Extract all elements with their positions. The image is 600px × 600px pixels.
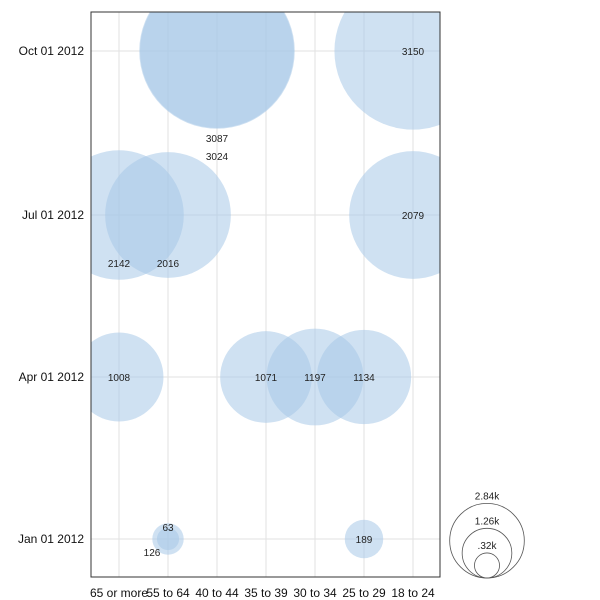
bubble-label: 1071 [255, 373, 278, 384]
bubble-label: 3087 [206, 134, 229, 145]
y-tick-label: Jul 01 2012 [22, 208, 84, 222]
bubble [316, 329, 412, 425]
x-tick-label: 55 to 64 [146, 586, 190, 600]
size-legend: 2.84k 1.26k .32k [449, 491, 525, 579]
bubble-label: 2142 [108, 259, 131, 270]
x-tick-label: 40 to 44 [195, 586, 239, 600]
bubble-label: 189 [356, 535, 373, 546]
y-tick-label: Apr 01 2012 [19, 370, 85, 384]
x-tick-label: 18 to 24 [391, 586, 435, 600]
bubble [105, 152, 231, 278]
bubble-label: 3024 [206, 152, 229, 163]
bubble [91, 332, 164, 422]
bubble-label: 126 [144, 548, 161, 559]
x-tick-label: 35 to 39 [244, 586, 288, 600]
y-tick-label: Jan 01 2012 [18, 532, 84, 546]
y-tick-label: Oct 01 2012 [19, 44, 85, 58]
legend-label: 1.26k [475, 516, 500, 527]
bubble-labels: 3087 3024 3150 2142 2016 2079 1008 1071 1197 1134… [108, 47, 425, 559]
bubble-label: 1197 [304, 373, 326, 384]
x-tick-label: 25 to 29 [342, 586, 386, 600]
bubble-label: 3150 [402, 47, 425, 58]
legend-circle [474, 552, 500, 579]
bubbles [91, 12, 440, 559]
y-axis-ticks: Jan 01 2012 Apr 01 2012 Jul 01 2012 Oct 01 … [18, 44, 84, 546]
x-tick-label: 65 or more [90, 586, 148, 600]
bubble-label: 2016 [157, 259, 180, 270]
x-tick-label: 30 to 34 [293, 586, 337, 600]
bubble [334, 12, 440, 130]
plot-frame [90, 11, 441, 578]
bubble-label: 1134 [353, 373, 375, 384]
bubble [152, 523, 184, 555]
legend-label: .32k [478, 541, 498, 552]
bubble-label: 63 [162, 523, 174, 534]
legend-label: 2.84k [475, 491, 500, 502]
bubble [349, 151, 440, 279]
bubble [344, 519, 384, 559]
bubble-label: 2079 [402, 211, 425, 222]
bubble [140, 12, 294, 128]
bubble-label: 1008 [108, 373, 131, 384]
